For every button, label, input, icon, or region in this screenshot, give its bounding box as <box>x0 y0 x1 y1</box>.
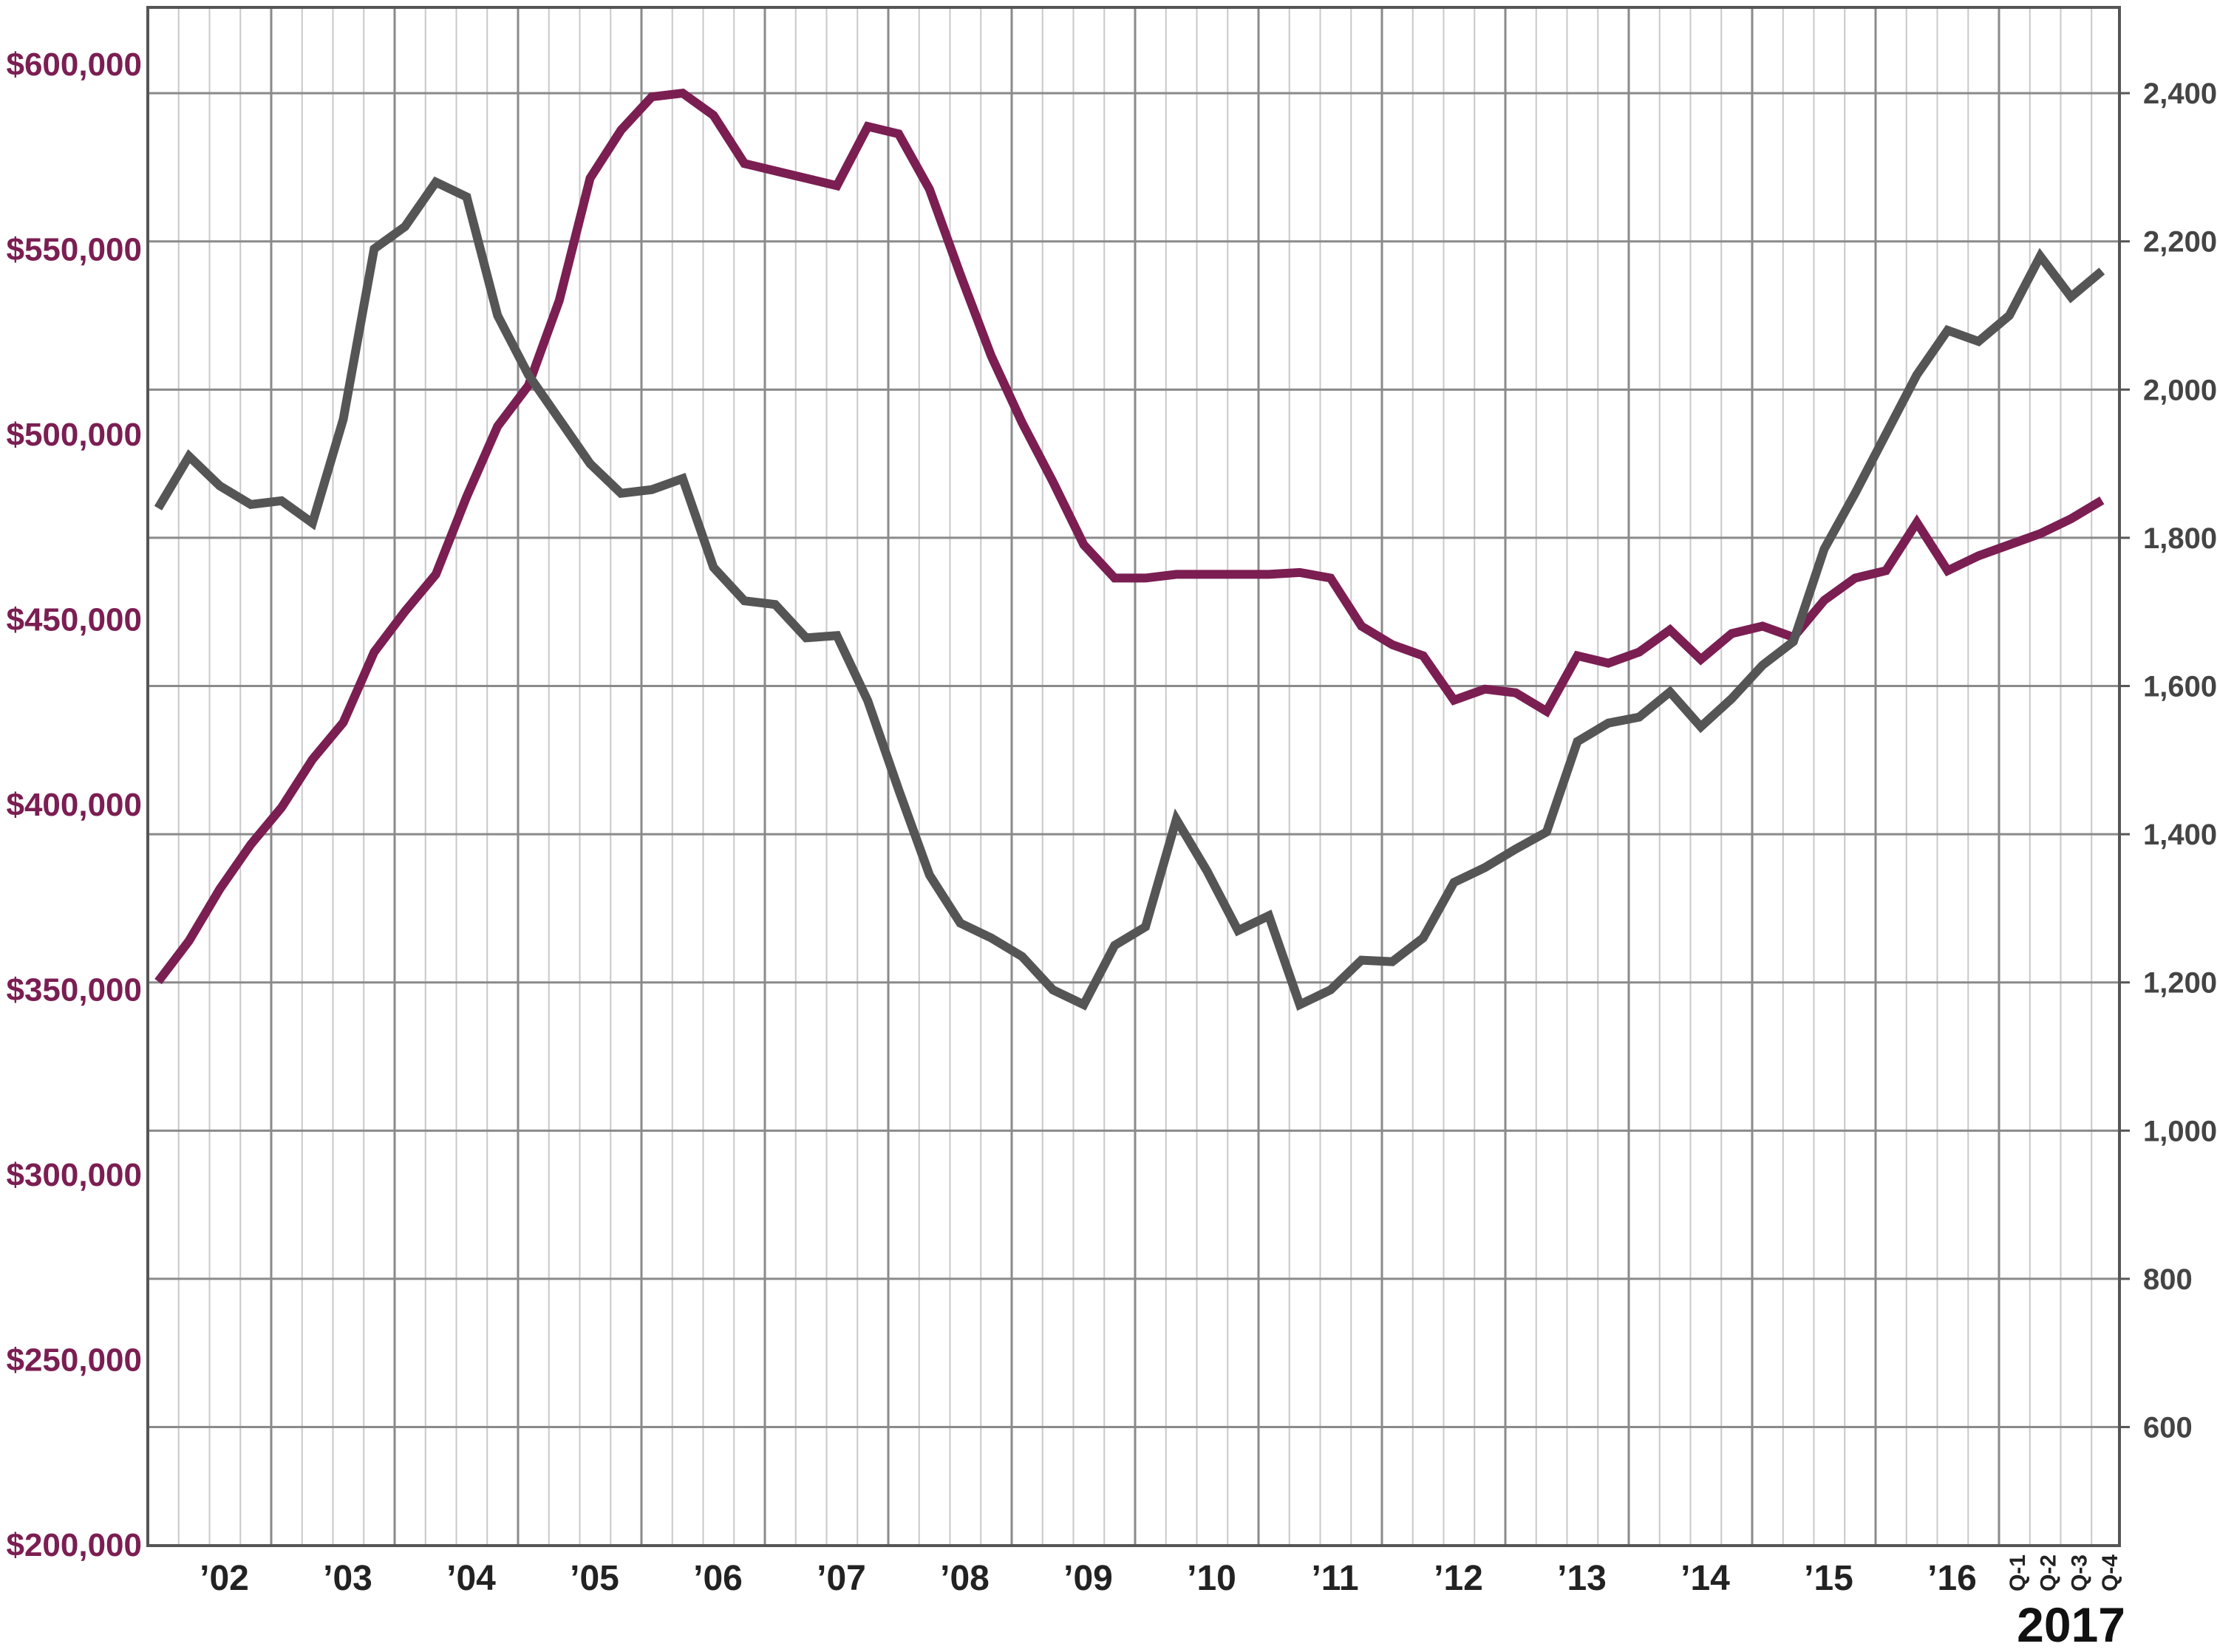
right-axis-tick-label: 2,400 <box>2143 78 2217 110</box>
left-axis-tick-label: $500,000 <box>6 417 142 453</box>
plot-border <box>146 6 2121 1547</box>
left-axis-tick-label: $300,000 <box>6 1157 142 1193</box>
x-axis-year-label: ’10 <box>1187 1559 1236 1598</box>
x-axis-quarter-label: Q-1 <box>2006 1554 2030 1591</box>
left-axis-tick-label: $550,000 <box>6 232 142 268</box>
series-line-count <box>154 176 2105 1011</box>
x-axis-year-label: ’09 <box>1063 1559 1113 1598</box>
x-axis-quarter-label: Q-2 <box>2037 1554 2061 1591</box>
left-axis-tick-label: $450,000 <box>6 602 142 638</box>
x-axis-year-label: ’05 <box>570 1559 619 1598</box>
right-axis-tick-label: 600 <box>2143 1412 2193 1444</box>
left-axis-tick-label: $400,000 <box>6 787 142 823</box>
x-axis-year-label: ’04 <box>446 1559 496 1598</box>
x-axis-year-label: ’14 <box>1680 1559 1730 1598</box>
right-axis-tick-label: 1,000 <box>2143 1115 2217 1147</box>
series-line-price <box>154 88 2105 985</box>
right-axis-tick-label: 1,600 <box>2143 671 2217 703</box>
x-axis-year-label: ’07 <box>817 1559 866 1598</box>
x-axis-year-label: ’08 <box>940 1559 990 1598</box>
x-axis-year-label: ’16 <box>1927 1559 1977 1598</box>
right-axis-tick-label: 2,200 <box>2143 226 2217 259</box>
x-axis-year-label: ’12 <box>1434 1559 1483 1598</box>
grid-layer <box>146 7 2119 1546</box>
left-axis-tick-label: $200,000 <box>6 1527 142 1563</box>
tick-labels: $200,000 $250,000 $300,000 $350,000 $400,000… <box>6 47 2217 1652</box>
x-axis-group-label: 2017 <box>2017 1597 2125 1652</box>
x-axis-year-label: ’11 <box>1311 1559 1358 1598</box>
left-axis-tick-label: $350,000 <box>6 972 142 1008</box>
x-axis-quarter-label: Q-3 <box>2067 1554 2091 1591</box>
x-axis-year-label: ’02 <box>200 1559 249 1598</box>
right-axis-tick-label: 1,800 <box>2143 522 2217 555</box>
left-axis-tick-label: $250,000 <box>6 1342 142 1379</box>
x-axis-year-label: ’15 <box>1804 1559 1853 1598</box>
x-axis-year-label: ’06 <box>693 1559 743 1598</box>
right-axis-tick-label: 1,200 <box>2143 967 2217 1000</box>
x-axis-quarter-label: Q-4 <box>2098 1554 2122 1591</box>
left-axis-tick-label: $600,000 <box>6 47 142 83</box>
plot-frame <box>146 6 2130 1547</box>
right-axis-tick-label: 2,000 <box>2143 374 2217 406</box>
right-axis-tick-label: 800 <box>2143 1263 2193 1296</box>
x-axis-year-label: ’13 <box>1557 1559 1607 1598</box>
series-layer <box>154 88 2105 1011</box>
right-axis-tick-label: 1,400 <box>2143 819 2217 851</box>
x-axis-year-label: ’03 <box>323 1559 372 1598</box>
